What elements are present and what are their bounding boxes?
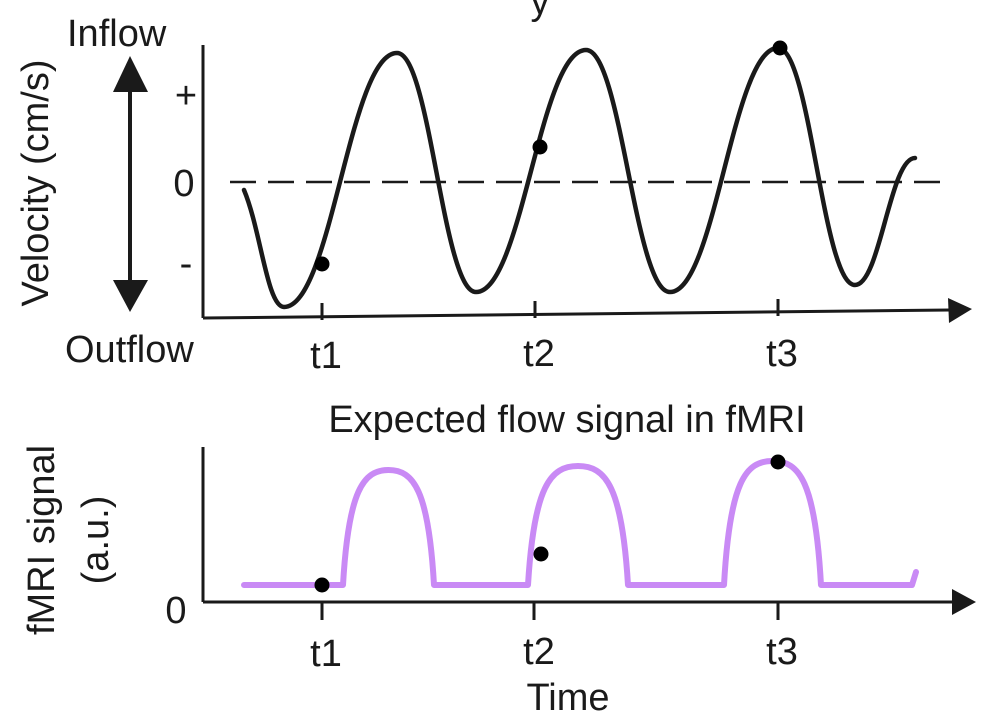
velocity-marker-t1 xyxy=(314,256,330,272)
fmri-title: Expected flow signal in fMRI xyxy=(328,399,805,441)
velocity-title-fragment: y xyxy=(531,0,550,23)
velocity-curve xyxy=(241,45,918,310)
velocity-marker-t3 xyxy=(772,40,788,56)
time-axis-label: Time xyxy=(526,677,609,719)
velocity-zero-label: 0 xyxy=(173,163,194,205)
fmri-tick-label-t3: t3 xyxy=(766,631,798,673)
velocity-marker-t2 xyxy=(532,139,548,155)
fmri-curve xyxy=(241,458,919,588)
fmri-zero-label: 0 xyxy=(165,590,186,632)
fmri-tick-label-t2: t2 xyxy=(523,631,555,673)
velocity-y-label: Velocity (cm/s) xyxy=(15,59,57,306)
inflow-label: Inflow xyxy=(67,13,167,55)
velocity-tick-label-t1: t1 xyxy=(310,335,342,377)
fmri-marker-t2 xyxy=(533,546,549,562)
velocity-panel: y + 0 - Inflow Outflow Velocity (cm/s) t… xyxy=(15,0,972,377)
minus-label: - xyxy=(180,243,193,285)
velocity-x-axis-arrow xyxy=(948,298,972,323)
fmri-marker-t3 xyxy=(770,454,786,470)
fmri-panel: Expected flow signal in fMRI 0 fMRI sign… xyxy=(21,399,976,719)
fmri-y-label-line2: (a.u.) xyxy=(75,496,117,585)
velocity-tick-label-t3: t3 xyxy=(766,333,798,375)
plus-label: + xyxy=(175,75,197,117)
fmri-x-axis-arrow xyxy=(952,589,976,615)
fmri-y-label-line1: fMRI signal xyxy=(21,445,63,635)
inflow-arrow-icon xyxy=(113,56,148,92)
fmri-tick-label-t1: t1 xyxy=(310,633,342,675)
fmri-marker-t1 xyxy=(314,577,330,593)
outflow-label: Outflow xyxy=(65,329,194,371)
velocity-tick-label-t2: t2 xyxy=(523,333,555,375)
outflow-arrow-icon xyxy=(113,280,148,312)
velocity-x-axis xyxy=(202,308,951,320)
